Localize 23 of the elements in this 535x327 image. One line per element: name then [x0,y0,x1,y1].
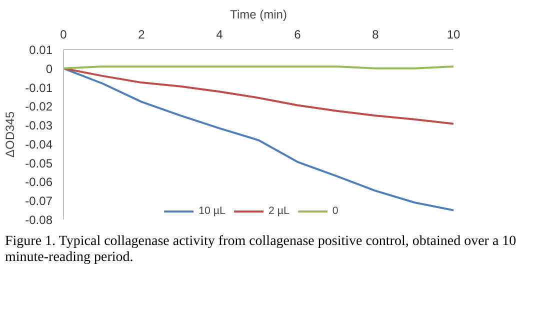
caption: Figure 1. Typical collagenase activity from collagenase positive control, obtained over a 10 minute-reading period. [5,234,518,266]
y-tick-label: -0.04 [25,137,53,152]
y-tick-label: -0.08 [25,213,53,227]
x-axis-title: Time (min) [230,8,287,22]
y-tick-label: -0.03 [25,118,53,133]
y-tick-label: -0.01 [25,80,53,95]
y-tick-label: -0.06 [25,175,53,190]
x-tick-label: 0 [60,28,68,42]
legend-label: 10 µL [198,205,226,217]
x-tick-label: 4 [216,28,224,42]
legend-label: 2 µL [268,205,290,217]
x-tick-label: 2 [138,28,146,42]
legend-label: 0 [332,205,340,217]
x-tick-label: 6 [294,28,302,42]
y-tick-label: -0.07 [25,194,53,208]
y-tick-label: -0.02 [25,100,53,114]
y-axis-title: ΔOD345 [3,111,18,158]
y-tick-label: 0.01 [29,43,53,57]
line-series [64,67,454,125]
y-tick-label: -0.05 [25,156,53,170]
x-tick-label: 10 [446,28,460,42]
x-tick-label: 8 [372,28,380,42]
y-tick-label: 0 [46,62,53,76]
